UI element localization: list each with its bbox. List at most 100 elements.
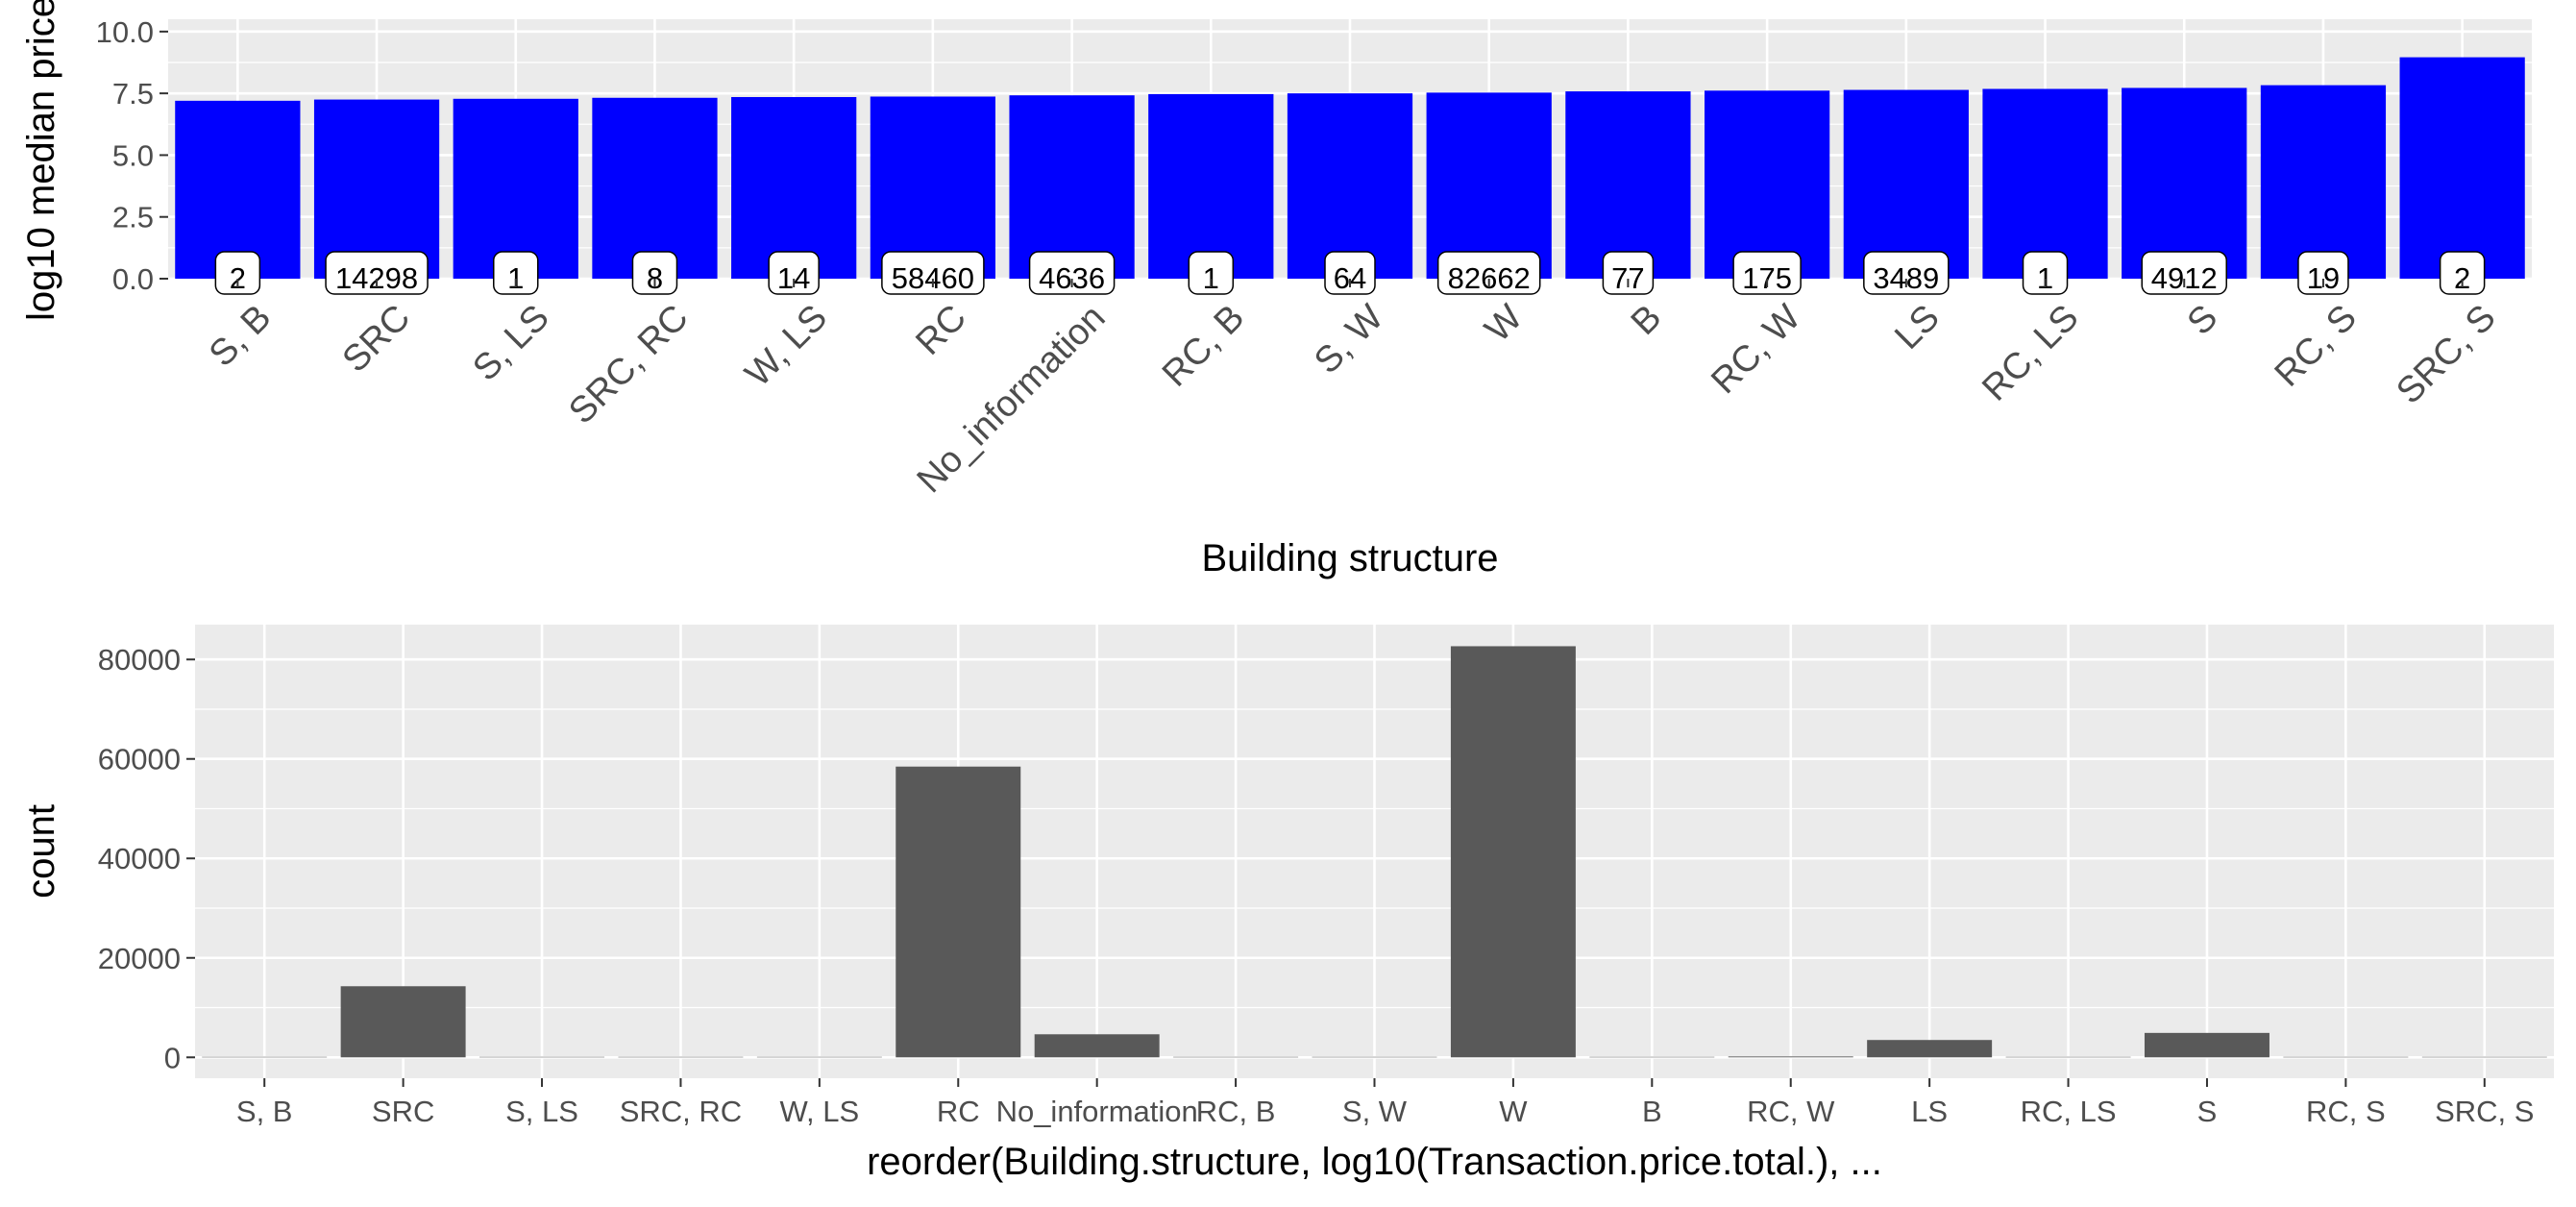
count-label: 3489 — [1863, 251, 1950, 295]
x-tick-label: RC, W — [1747, 1095, 1835, 1128]
count-label: 4636 — [1028, 251, 1116, 295]
p2-y-axis-title: count — [20, 804, 62, 899]
count-label-box — [1732, 251, 1802, 295]
bar — [2144, 1032, 2269, 1058]
count-label-box — [1188, 251, 1235, 295]
count-label: 64 — [1324, 251, 1376, 295]
y-tick-label: 2.5 — [112, 201, 154, 234]
p2-y-axis: 0 20000 40000 60000 80000 — [98, 643, 195, 1074]
p2-bars — [202, 646, 2547, 1058]
count-label: 58460 — [881, 251, 985, 295]
count-label-box — [214, 251, 261, 295]
x-tick-label: S, W — [1307, 297, 1391, 382]
x-tick-label: RC, LS — [1975, 297, 2086, 408]
bar — [2122, 87, 2247, 279]
bar — [1287, 93, 1413, 280]
count-label-text: 58460 — [892, 261, 974, 295]
x-tick-label: SRC — [335, 297, 418, 380]
bar — [1034, 1034, 1160, 1058]
p1-x-axis-title: Building structure — [1201, 537, 1498, 579]
bar — [2399, 57, 2525, 279]
x-tick-label: No_information — [996, 1095, 1198, 1128]
count-label: 2 — [214, 251, 261, 295]
bar — [479, 1056, 605, 1058]
bar — [870, 96, 995, 279]
count-label-text: 77 — [1611, 261, 1644, 295]
x-tick-label: B — [1642, 1095, 1662, 1128]
count-label: 77 — [1602, 251, 1655, 295]
bar — [1867, 1040, 1993, 1058]
x-tick-label: LS — [1911, 1095, 1948, 1128]
bar — [2260, 85, 2387, 280]
bar — [1312, 1056, 1437, 1058]
count-label: 8 — [631, 251, 678, 295]
x-tick-label: B — [1624, 297, 1670, 343]
x-tick-label: W, LS — [738, 297, 835, 394]
x-tick-label: SRC, RC — [620, 1095, 742, 1128]
x-tick-label: SRC — [372, 1095, 434, 1128]
count-label-box — [2022, 251, 2069, 295]
bar — [731, 97, 857, 279]
x-tick-label: S, B — [236, 1095, 293, 1128]
p2-x-axis: S, B SRC S, LS SRC, RC W, LS RC No_information… — [236, 1078, 2534, 1128]
count-label-text: 1 — [1203, 261, 1219, 295]
count-label-text: 1 — [507, 261, 524, 295]
x-tick-label: S — [2197, 1095, 2218, 1128]
y-tick-label: 5.0 — [112, 138, 154, 172]
bar — [2421, 1056, 2547, 1058]
x-tick-label: W — [1478, 297, 1531, 350]
y-tick-label: 0.0 — [112, 262, 154, 296]
bar — [1982, 88, 2108, 279]
count-label: 4912 — [2141, 251, 2227, 295]
count-label: 19 — [2297, 251, 2349, 295]
bar — [618, 1056, 744, 1058]
count-label: 175 — [1732, 251, 1802, 295]
count-label-text: 82662 — [1448, 261, 1531, 295]
x-tick-label: RC, LS — [2021, 1095, 2117, 1128]
bar — [1565, 91, 1691, 279]
bar — [202, 1056, 328, 1058]
count-label-text: 4912 — [2151, 261, 2218, 295]
count-label-box — [493, 251, 539, 295]
bar — [1173, 1056, 1299, 1058]
bar — [1450, 646, 1576, 1058]
bar — [1426, 92, 1552, 279]
bar — [1148, 93, 1274, 280]
count-label-box — [631, 251, 678, 295]
x-tick-label: RC, B — [1196, 1095, 1276, 1128]
x-tick-label: S — [2180, 297, 2226, 343]
x-tick-label: SRC, S — [2435, 1095, 2534, 1128]
p1-y-axis-title: log10 median price — [20, 0, 62, 321]
count-label-text: 175 — [1742, 261, 1792, 295]
x-tick-label: S, B — [202, 297, 279, 374]
bar — [340, 986, 466, 1058]
x-tick-label: RC, B — [1155, 297, 1252, 394]
count-label-box — [1028, 251, 1116, 295]
count-label-text: 3489 — [1873, 261, 1939, 295]
p1-count-labels: 2 14298 1 8 14 58460 4636 1 64 82662 77 175 3489 1 491… — [214, 251, 2486, 295]
log-price-chart: 2 14298 1 8 14 58460 4636 1 64 82662 77 175 3489 1 491… — [20, 0, 2532, 579]
bar — [313, 99, 440, 279]
p2-x-axis-title: reorder(Building.structure, log10(Transa… — [867, 1141, 1882, 1183]
count-label-text: 19 — [2307, 261, 2340, 295]
x-tick-label: RC — [908, 297, 974, 363]
count-label-text: 2 — [230, 261, 246, 295]
count-label-text: 64 — [1334, 261, 1366, 295]
bar — [1009, 95, 1135, 279]
x-tick-label: W — [1499, 1095, 1528, 1128]
count-label: 1 — [493, 251, 539, 295]
x-tick-label: S, W — [1342, 1095, 1408, 1128]
count-label: 2 — [2439, 251, 2486, 295]
count-label: 1 — [2022, 251, 2069, 295]
x-tick-label: S, LS — [465, 297, 556, 388]
x-tick-label: W, LS — [780, 1095, 860, 1128]
y-tick-label: 60000 — [98, 743, 181, 776]
bar — [756, 1056, 882, 1058]
p1-y-axis: 0.0 2.5 5.0 7.5 10.0 — [96, 15, 168, 296]
x-tick-label: SRC, S — [2389, 297, 2503, 411]
count-label-box — [881, 251, 985, 295]
count-label-box — [768, 251, 820, 295]
x-tick-label: LS — [1887, 297, 1948, 357]
